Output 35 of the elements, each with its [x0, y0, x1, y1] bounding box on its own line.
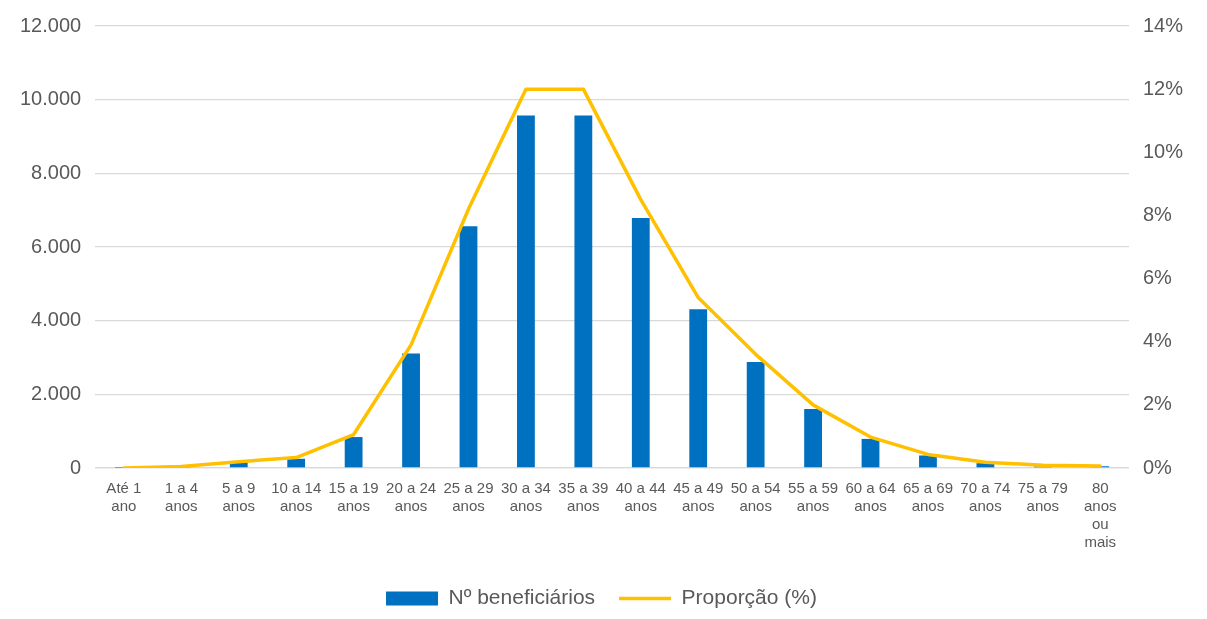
- x-tick-label: 1 a 4 anos: [164, 479, 199, 515]
- x-tick-label: 75 a 79 anos: [1017, 479, 1068, 515]
- y2-tick-label: 10%: [1142, 139, 1184, 162]
- y-tick-label: 4.000: [31, 308, 82, 331]
- x-tick-label: 55 a 59 anos: [788, 479, 839, 515]
- x-tick-label: 40 a 44 anos: [615, 479, 666, 515]
- y2-tick-label: 14%: [1142, 13, 1184, 36]
- x-tick-label: 35 a 39 anos: [558, 479, 609, 515]
- y-tick-label: 8.000: [31, 160, 82, 183]
- y-tick-label: 0: [70, 455, 82, 478]
- y-tick-label: 2.000: [31, 381, 82, 404]
- x-tick-label: 15 a 19 anos: [328, 479, 379, 515]
- y-tick-label: 6.000: [31, 234, 82, 257]
- x-tick-label: 70 a 74 anos: [960, 479, 1011, 515]
- x-tick-label: Até 1 ano: [106, 479, 142, 515]
- x-tick-label: 65 a 69 anos: [902, 479, 953, 515]
- y-tick-label: 10.000: [20, 87, 82, 110]
- x-tick-label: 25 a 29 anos: [443, 479, 494, 515]
- x-tick-label: 30 a 34 anos: [500, 479, 551, 515]
- legend-label: Nº beneficiários: [448, 585, 596, 609]
- y2-tick-label: 12%: [1142, 76, 1184, 99]
- x-tick-label: 50 a 54 anos: [730, 479, 781, 515]
- y2-tick-label: 4%: [1142, 329, 1173, 352]
- y-tick-label: 12.000: [20, 13, 82, 36]
- x-tick-label: 80 anos ou mais: [1083, 479, 1117, 551]
- x-tick-label: 5 a 9 anos: [222, 479, 256, 515]
- y2-tick-label: 6%: [1142, 266, 1173, 289]
- x-tick-label: 45 a 49 anos: [673, 479, 724, 515]
- y2-tick-label: 0%: [1142, 455, 1173, 478]
- y2-tick-label: 8%: [1142, 202, 1173, 225]
- legend-label: Proporção (%): [681, 585, 817, 609]
- x-tick-label: 20 a 24 anos: [386, 479, 437, 515]
- y2-tick-label: 2%: [1142, 392, 1173, 415]
- x-tick-label: 60 a 64 anos: [845, 479, 896, 515]
- x-tick-label: 10 a 14 anos: [271, 479, 322, 515]
